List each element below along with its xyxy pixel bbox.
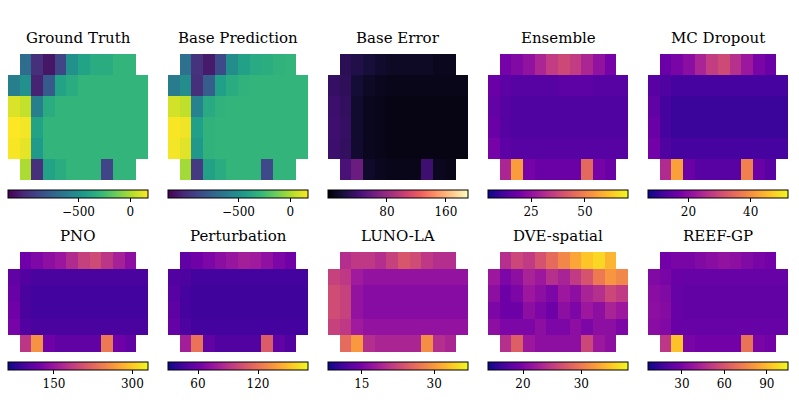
svg-text:Ensemble: Ensemble (521, 29, 596, 47)
svg-text:300: 300 (121, 377, 144, 391)
svg-text:90: 90 (759, 377, 774, 391)
svg-text:60: 60 (717, 377, 732, 391)
svg-text:−500: −500 (62, 205, 95, 219)
svg-text:50: 50 (577, 205, 592, 219)
svg-text:REEF-GP: REEF-GP (683, 227, 753, 245)
svg-text:DVE-spatial: DVE-spatial (513, 227, 603, 245)
svg-text:20: 20 (681, 205, 696, 219)
svg-text:Ground Truth: Ground Truth (26, 29, 131, 47)
svg-text:LUNO-LA: LUNO-LA (361, 227, 435, 245)
svg-text:30: 30 (574, 377, 589, 391)
svg-text:30: 30 (427, 377, 442, 391)
svg-text:Perturbation: Perturbation (190, 227, 287, 245)
svg-text:MC Dropout: MC Dropout (671, 29, 765, 47)
svg-text:30: 30 (674, 377, 689, 391)
svg-text:Base Prediction: Base Prediction (178, 29, 298, 47)
svg-text:40: 40 (743, 205, 758, 219)
svg-text:−500: −500 (222, 205, 255, 219)
svg-text:160: 160 (434, 205, 457, 219)
svg-text:20: 20 (515, 377, 530, 391)
svg-text:0: 0 (287, 205, 295, 219)
svg-text:60: 60 (190, 377, 205, 391)
svg-text:PNO: PNO (60, 227, 96, 245)
svg-text:15: 15 (354, 377, 369, 391)
svg-text:25: 25 (523, 205, 538, 219)
svg-text:120: 120 (247, 377, 270, 391)
svg-text:150: 150 (43, 377, 66, 391)
svg-text:80: 80 (379, 205, 394, 219)
svg-text:0: 0 (127, 205, 135, 219)
svg-text:Base Error: Base Error (356, 29, 440, 47)
